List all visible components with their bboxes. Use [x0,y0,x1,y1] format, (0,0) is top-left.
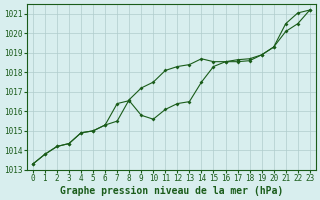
X-axis label: Graphe pression niveau de la mer (hPa): Graphe pression niveau de la mer (hPa) [60,186,283,196]
